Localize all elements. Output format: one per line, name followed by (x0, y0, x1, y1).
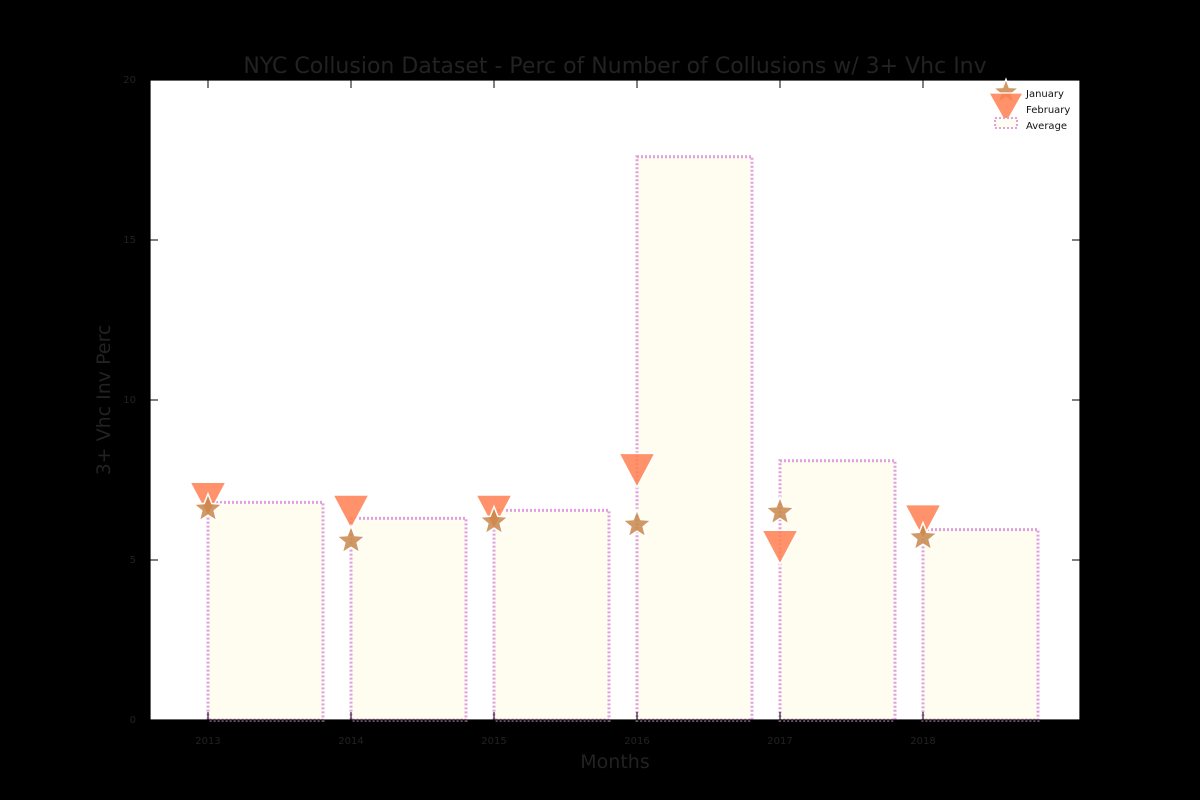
january-marker (477, 504, 511, 536)
x-tick-label: 2016 (624, 736, 649, 747)
y-tick-label: 5 (130, 555, 136, 566)
y-tick-label: 20 (123, 75, 136, 86)
x-tick-label: 2013 (195, 736, 220, 747)
average-bar (349, 516, 468, 722)
x-tick-label: 2014 (338, 736, 363, 747)
january-marker (191, 491, 225, 523)
legend-label: Average (1026, 121, 1067, 132)
average-bar (778, 459, 897, 722)
legend-average-swatch (994, 117, 1018, 129)
x-tick-label: 2015 (481, 736, 506, 747)
january-marker (620, 507, 654, 539)
january-marker (763, 494, 797, 526)
average-bar (206, 500, 325, 722)
bars-layer (206, 155, 1040, 722)
legend-february-swatch (987, 92, 1025, 125)
x-axis-label: Months (580, 751, 649, 773)
legend-label: January (1025, 89, 1064, 100)
y-tick-label: 10 (123, 395, 136, 406)
x-tick-label: 2017 (767, 736, 792, 747)
january-marker (334, 523, 368, 555)
legend: January February Average (987, 77, 1070, 132)
february-marker (617, 452, 657, 490)
february-marker (331, 494, 371, 531)
average-bar (635, 155, 754, 722)
markers-layer (188, 452, 943, 566)
chart-title: NYC Collusion Dataset - Perc of Number o… (243, 54, 986, 79)
axes-layer: 0 5 10 15 20 2013 2014 2015 2016 2017 2018 (123, 75, 1080, 747)
average-bar (492, 508, 611, 722)
january-marker (906, 520, 940, 552)
y-axis-label: 3+ Vhc Inv Perc (93, 325, 115, 476)
average-bar (921, 528, 1040, 722)
february-marker (760, 529, 800, 566)
y-tick-label: 0 (130, 715, 136, 726)
y-tick-label: 15 (123, 235, 136, 246)
legend-label: February (1026, 105, 1070, 116)
x-tick-label: 2018 (910, 736, 935, 747)
